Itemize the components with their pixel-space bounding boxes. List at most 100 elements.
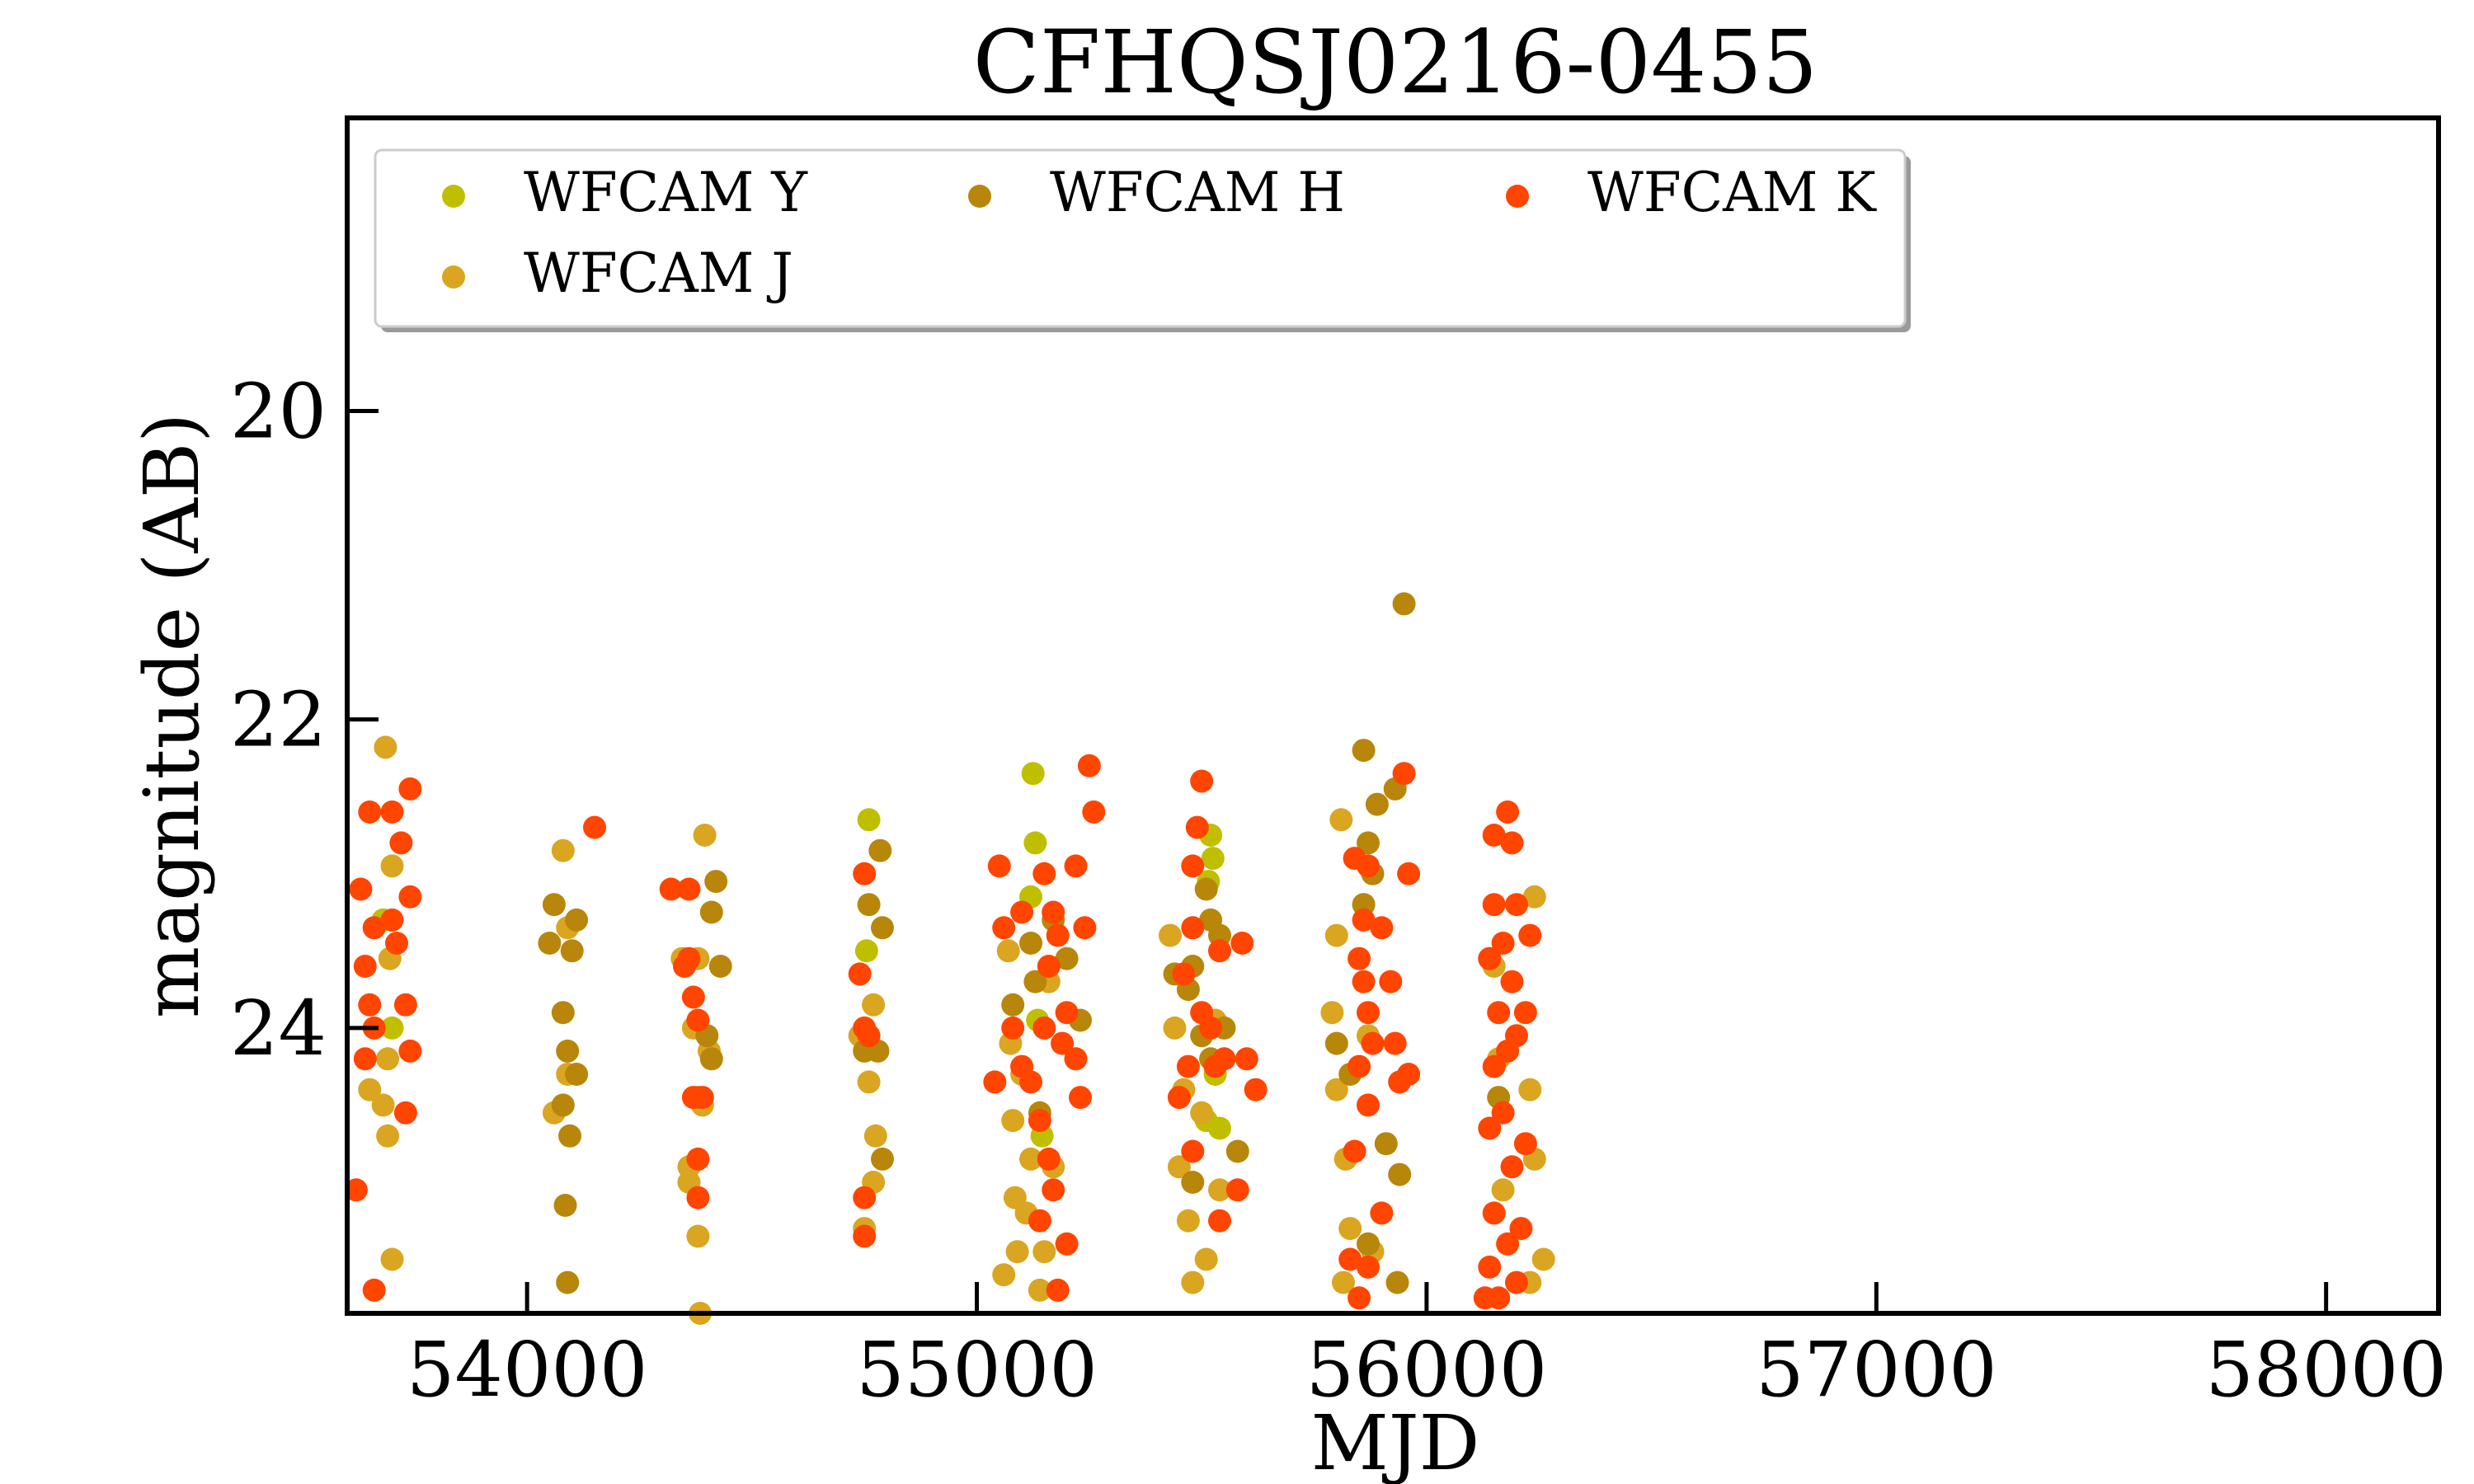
point-wfcam-k-67 <box>1199 1016 1223 1040</box>
point-wfcam-k-77 <box>1167 1086 1191 1110</box>
point-wfcam-k-37 <box>1010 900 1034 924</box>
point-wfcam-j-57 <box>1332 1270 1355 1294</box>
point-wfcam-j-65 <box>1522 885 1546 909</box>
legend-label-wfcam-j: WFCAM J <box>524 242 793 305</box>
point-wfcam-h-11 <box>704 870 728 894</box>
point-wfcam-h-18 <box>871 916 894 940</box>
point-wfcam-k-34 <box>853 1224 877 1248</box>
point-wfcam-j-22 <box>862 993 886 1017</box>
point-wfcam-k-2 <box>380 800 404 824</box>
point-wfcam-j-66 <box>1531 1247 1555 1271</box>
point-wfcam-k-62 <box>1190 769 1214 793</box>
point-wfcam-k-86 <box>1357 1001 1380 1025</box>
point-wfcam-h-40 <box>1181 1171 1205 1194</box>
point-wfcam-k-70 <box>1212 1047 1236 1071</box>
legend-marker-wfcam-j <box>442 265 465 289</box>
point-wfcam-y-12 <box>380 1016 404 1040</box>
point-wfcam-k-28 <box>677 946 701 970</box>
x-tick-label-54000: 54000 <box>407 1326 648 1414</box>
legend: WFCAM Y WFCAM J WFCAM H WFCAM K <box>374 148 1911 332</box>
y-tick-label-22: 22 <box>230 676 327 764</box>
point-wfcam-j-8 <box>551 838 575 862</box>
point-wfcam-j-17 <box>686 1224 710 1248</box>
point-wfcam-j-35 <box>1032 1240 1056 1264</box>
point-wfcam-k-7 <box>380 908 404 932</box>
point-wfcam-k-107 <box>1500 970 1524 993</box>
point-wfcam-k-105 <box>1491 932 1515 955</box>
point-wfcam-j-47 <box>1194 1247 1218 1271</box>
x-tick-label-57000: 57000 <box>1756 1326 1997 1414</box>
point-wfcam-k-4 <box>398 777 422 801</box>
point-wfcam-k-20 <box>677 877 701 901</box>
point-wfcam-h-17 <box>868 838 892 862</box>
point-wfcam-k-122 <box>1518 923 1542 947</box>
point-wfcam-y-14 <box>1208 1116 1231 1140</box>
point-wfcam-h-1 <box>565 908 589 932</box>
point-wfcam-h-6 <box>565 1063 589 1086</box>
point-wfcam-k-0 <box>349 877 373 901</box>
x-tick-label-55000: 55000 <box>856 1326 1098 1414</box>
point-wfcam-k-25 <box>690 1086 714 1110</box>
point-wfcam-h-48 <box>1324 1031 1348 1055</box>
point-wfcam-h-41 <box>1352 739 1376 763</box>
point-wfcam-j-53 <box>1320 1001 1344 1025</box>
point-wfcam-k-73 <box>1244 1078 1268 1101</box>
point-wfcam-y-3 <box>1201 847 1225 871</box>
point-wfcam-h-25 <box>1023 970 1047 993</box>
point-wfcam-k-106 <box>1478 946 1502 970</box>
point-wfcam-k-87 <box>1361 1031 1385 1055</box>
y-tick-label-20: 20 <box>230 367 327 455</box>
data-points <box>344 592 1555 1325</box>
point-wfcam-h-7 <box>551 1093 575 1117</box>
point-wfcam-j-30 <box>1001 1109 1025 1133</box>
point-wfcam-h-13 <box>708 955 732 978</box>
point-wfcam-k-69 <box>1208 939 1231 963</box>
point-wfcam-j-51 <box>1329 808 1353 832</box>
point-wfcam-k-124 <box>1473 1286 1497 1310</box>
point-wfcam-h-42 <box>1365 792 1389 816</box>
point-wfcam-k-51 <box>1037 1147 1061 1171</box>
chart-title: CFHQSJ0216-0455 <box>973 12 1818 113</box>
point-wfcam-k-12 <box>393 993 417 1017</box>
point-wfcam-k-55 <box>1055 1232 1079 1256</box>
point-wfcam-k-35 <box>987 854 1011 878</box>
legend-label-wfcam-h: WFCAM H <box>1050 161 1345 224</box>
point-wfcam-h-2 <box>538 932 562 955</box>
point-wfcam-k-38 <box>1032 862 1056 885</box>
point-wfcam-j-42 <box>1163 1016 1187 1040</box>
point-wfcam-h-52 <box>1385 1270 1409 1294</box>
point-wfcam-k-9 <box>353 955 377 978</box>
point-wfcam-k-15 <box>353 1047 377 1071</box>
x-tick-label-56000: 56000 <box>1306 1326 1548 1414</box>
point-wfcam-j-1 <box>380 854 404 878</box>
point-wfcam-k-93 <box>1357 1255 1380 1279</box>
point-wfcam-h-39 <box>1225 1139 1249 1163</box>
point-wfcam-j-6 <box>380 1247 404 1271</box>
point-wfcam-k-102 <box>1500 831 1524 855</box>
point-wfcam-h-12 <box>699 900 723 924</box>
point-wfcam-j-12 <box>693 824 717 847</box>
point-wfcam-j-48 <box>1190 1101 1214 1125</box>
legend-marker-wfcam-y <box>442 185 465 208</box>
point-wfcam-k-99 <box>1388 1070 1412 1094</box>
point-wfcam-k-120 <box>1505 1270 1528 1294</box>
point-wfcam-k-14 <box>393 1101 417 1125</box>
point-wfcam-j-54 <box>1324 1078 1348 1101</box>
point-wfcam-k-103 <box>1505 893 1528 917</box>
point-wfcam-k-94 <box>1370 1201 1394 1225</box>
point-wfcam-k-40 <box>1046 923 1070 947</box>
point-wfcam-j-5 <box>371 1093 395 1117</box>
point-wfcam-k-56 <box>1064 1047 1088 1071</box>
point-wfcam-h-30 <box>1194 877 1218 901</box>
point-wfcam-k-114 <box>1478 1116 1502 1140</box>
point-wfcam-k-65 <box>1172 962 1196 986</box>
point-wfcam-h-8 <box>558 1124 581 1148</box>
point-wfcam-k-113 <box>1491 1101 1515 1125</box>
point-wfcam-k-1 <box>358 800 382 824</box>
point-wfcam-h-9 <box>553 1194 577 1217</box>
point-wfcam-k-30 <box>848 962 872 986</box>
point-wfcam-k-108 <box>1487 1001 1511 1025</box>
point-wfcam-k-58 <box>1051 1031 1075 1055</box>
point-wfcam-h-0 <box>542 893 566 917</box>
